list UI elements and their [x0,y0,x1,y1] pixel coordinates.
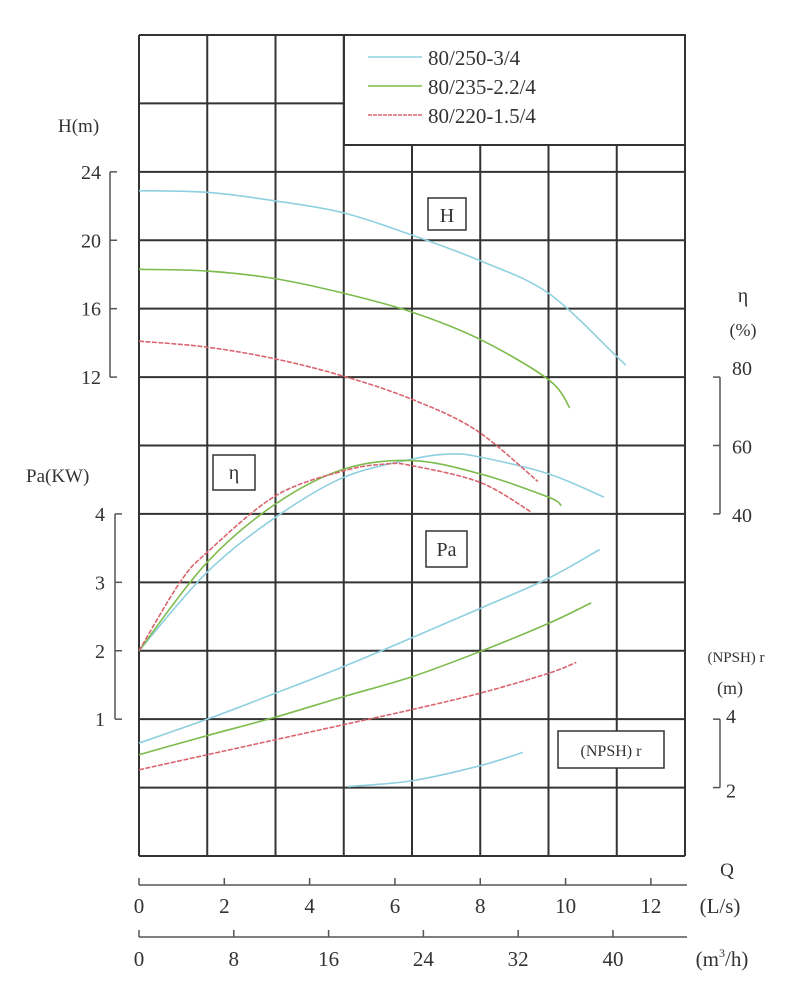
legend-label-0: 80/250-3/4 [428,46,521,70]
legend-label-1: 80/235-2.2/4 [428,75,536,99]
curve-eta-1 [138,459,562,652]
svg-text:(NPSH) r: (NPSH) r [581,743,643,760]
eta-axis-title: η [738,285,748,307]
ls-tick-label: 4 [304,894,315,918]
pa-tick-label: 2 [95,641,105,663]
curve-npsh [347,751,524,788]
eta-tick-label: 80 [732,358,752,380]
label-npsh-box: (NPSH) r [557,730,665,769]
curve-pa-0 [138,548,601,744]
svg-text:H: H [440,205,454,227]
legend-label-2: 80/220-1.5/4 [428,104,536,128]
svg-text:Pa: Pa [437,539,457,561]
m3h-tick-label: 32 [508,947,529,971]
curve-eta-2 [138,462,532,652]
curve-h-0 [138,189,627,366]
svg-text:η: η [229,462,239,484]
ls-axis-unit: (L/s) [700,894,741,918]
legend: 80/250-3/4 80/235-2.2/4 80/220-1.5/4 [343,34,686,146]
ls-tick-label: 6 [390,894,401,918]
m3h-tick-label: 16 [318,947,339,971]
m3h-tick-label: 24 [413,947,435,971]
npsh-tick-label: 2 [726,781,736,803]
npsh-axis-unit: (m) [717,678,743,699]
pa-axis-title: Pa(KW) [26,466,89,487]
label-pa-box: Pa [425,530,468,568]
label-eta-box: η [212,454,256,491]
ls-tick-label: 12 [640,894,661,918]
h-tick-label: 24 [81,162,101,184]
pa-tick-label: 4 [95,504,105,526]
eta-tick-label: 60 [732,437,752,459]
h-tick-label: 16 [81,299,101,321]
eta-tick-label: 40 [732,505,752,527]
m3h-tick-label: 0 [134,947,145,971]
curve-h-2 [138,340,539,483]
eta-axis-unit: (%) [730,320,757,341]
curve-eta-0 [138,453,605,652]
q-axis-title: Q [720,860,734,881]
grid [138,34,686,857]
h-tick-label: 20 [81,230,101,252]
h-axis-title: H(m) [58,116,99,137]
curve-h-1 [138,268,571,409]
pa-tick-label: 3 [95,572,105,594]
npsh-tick-label: 4 [726,706,736,728]
ls-tick-label: 8 [475,894,486,918]
curve-pa-1 [138,602,592,756]
m3h-tick-label: 8 [229,947,240,971]
h-tick-label: 12 [81,367,101,389]
label-h-box: H [427,197,467,231]
ls-tick-label: 0 [134,894,145,918]
ls-tick-label: 10 [555,894,576,918]
pa-tick-label: 1 [95,709,105,731]
curve-pa-2 [138,661,577,771]
legend-box [343,34,686,146]
curves [138,189,627,788]
ls-tick-label: 2 [219,894,230,918]
npsh-axis-title: (NPSH) r [707,650,764,666]
m3h-tick-label: 40 [602,947,623,971]
m3h-axis-unit: (m3/h) [696,946,749,971]
